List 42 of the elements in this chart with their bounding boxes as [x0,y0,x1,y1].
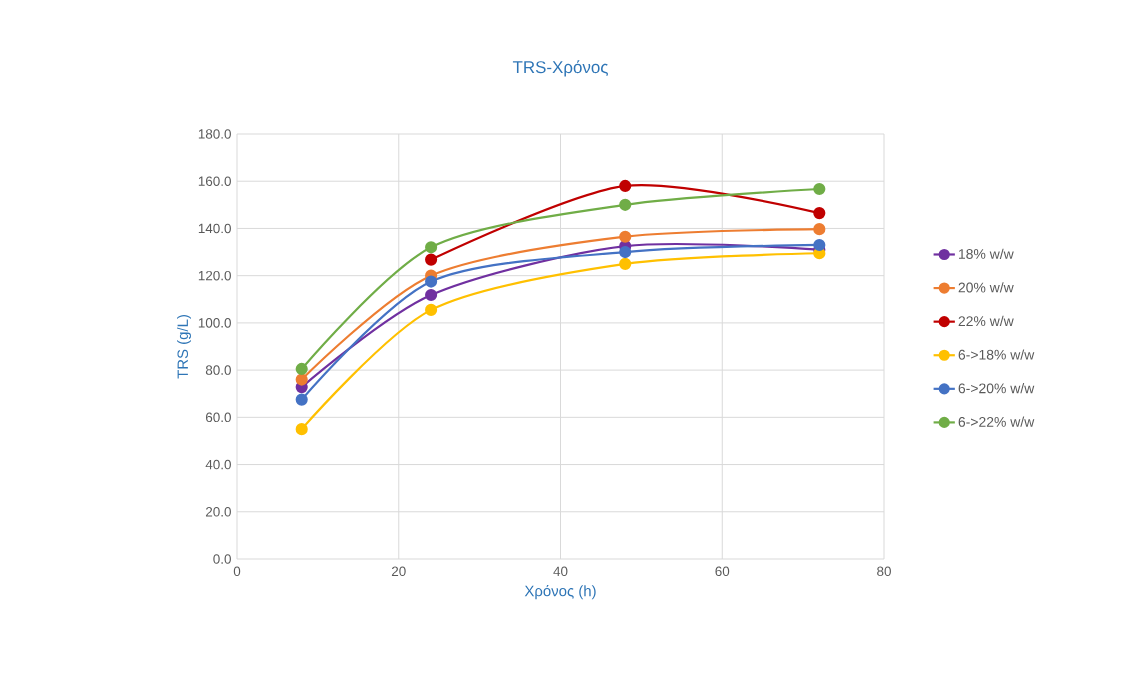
y-tick-label: 80.0 [205,365,231,375]
x-tick-label: 60 [715,566,730,577]
point [295,373,308,386]
x-tick-label: 40 [553,566,568,577]
y-tick-label: 160.0 [198,176,231,186]
y-tick-label: 120.0 [198,270,231,281]
legend-label: 20% w/w [958,282,1014,293]
point [813,182,826,196]
point [425,253,438,266]
point [619,257,632,270]
y-tick-label: 100.0 [198,318,231,328]
legend-label: 18% w/w [959,248,1014,259]
point [425,303,438,316]
point [813,207,826,220]
legend-label: 6->20% w/w [958,383,1035,394]
point [619,198,632,211]
x-tick-label: 0 [233,566,241,577]
point [619,179,632,193]
point [425,288,438,302]
y-tick-label: 0.0 [213,554,231,564]
x-tick-label: 80 [877,566,891,577]
point [295,362,308,376]
legend-label: 6->18% w/w [958,349,1035,360]
point [295,423,308,436]
y-tick-label: 20.0 [205,507,231,517]
point [813,223,826,236]
point [425,241,438,254]
point [619,230,632,243]
point [619,245,632,259]
y-tick-label: 40.0 [205,459,231,470]
point [295,393,308,406]
y-tick-label: 140.0 [198,223,231,234]
y-axis-title: TRS (g/L) [177,315,191,379]
x-tick-label: 20 [391,566,406,577]
point [813,238,826,252]
legend-label: 6->22% w/w [958,416,1035,427]
point [425,275,438,288]
y-tick-label: 180.0 [198,129,231,139]
x-axis-title: Χρόνος (h) [524,584,596,600]
legend-label: 22% w/w [958,315,1014,327]
chart-title: TRS-Χρόνος [512,60,608,77]
y-tick-label: 60.0 [205,412,231,423]
